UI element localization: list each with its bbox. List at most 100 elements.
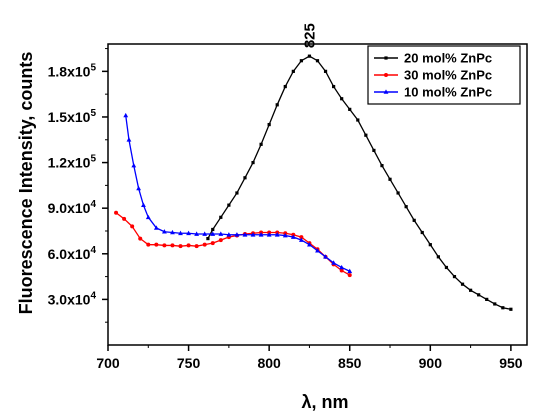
data-point xyxy=(412,218,416,222)
data-point xyxy=(347,273,352,278)
data-point xyxy=(258,232,264,237)
data-point xyxy=(218,238,223,243)
data-point xyxy=(468,288,473,292)
data-point xyxy=(477,293,481,297)
data-point xyxy=(194,231,200,236)
data-point xyxy=(162,229,167,234)
y-tick-mantissa: 1.8x10 xyxy=(48,63,91,79)
series-0 xyxy=(206,54,513,311)
data-point xyxy=(380,164,384,168)
data-point xyxy=(210,241,215,246)
data-point xyxy=(178,230,183,236)
y-tick-label: 3.0x104 xyxy=(48,290,97,307)
data-point xyxy=(315,59,320,63)
data-point xyxy=(170,243,175,248)
data-point xyxy=(145,214,151,220)
data-point xyxy=(298,237,304,242)
x-axis-title: λ, nm xyxy=(301,392,348,412)
y-tick-label: 9.0x104 xyxy=(48,199,97,216)
data-point xyxy=(323,69,328,73)
data-point xyxy=(211,227,215,232)
data-point xyxy=(114,210,119,215)
x-tick-label: 900 xyxy=(419,355,443,371)
data-point xyxy=(460,282,465,286)
data-point xyxy=(436,255,440,259)
data-point xyxy=(266,232,272,237)
series-layer xyxy=(114,54,513,311)
data-point xyxy=(202,242,207,247)
data-point xyxy=(384,56,388,60)
data-point xyxy=(493,302,497,306)
data-point xyxy=(315,248,320,253)
x-tick-label: 700 xyxy=(96,355,120,371)
x-tick-label: 750 xyxy=(177,355,201,371)
y-tick-mantissa: 1.2x10 xyxy=(48,155,91,171)
x-tick-label: 850 xyxy=(338,355,362,371)
y-tick-exponent: 4 xyxy=(90,245,96,256)
data-point xyxy=(323,254,328,259)
data-point xyxy=(282,232,288,238)
legend-entry: 10 mol% ZnPc xyxy=(374,85,492,100)
legend: 20 mol% ZnPc 30 mol% ZnPc 10 mol% ZnPc xyxy=(367,45,521,105)
data-point xyxy=(299,235,304,240)
data-point xyxy=(509,307,513,311)
legend-label: 10 mol% ZnPc xyxy=(404,85,492,100)
series-1 xyxy=(114,210,352,278)
data-point xyxy=(251,160,255,165)
data-point xyxy=(227,203,231,207)
data-point xyxy=(501,306,505,310)
legend-entry: 20 mol% ZnPc xyxy=(374,51,492,66)
x-tick-label: 800 xyxy=(257,355,281,371)
data-point xyxy=(356,118,360,122)
data-point xyxy=(396,191,400,195)
data-point xyxy=(267,122,271,127)
data-point xyxy=(444,265,449,270)
data-point xyxy=(340,97,344,101)
y-tick-label: 1.2x105 xyxy=(48,154,97,171)
data-point xyxy=(126,137,132,142)
y-tick-mantissa: 9.0x10 xyxy=(48,200,91,216)
legend-label: 20 mol% ZnPc xyxy=(404,51,492,66)
series-2 xyxy=(123,112,353,274)
data-point xyxy=(136,185,142,191)
data-point xyxy=(274,232,280,237)
data-point xyxy=(146,242,151,247)
y-tick-exponent: 5 xyxy=(90,62,96,73)
data-point xyxy=(138,236,143,241)
y-tick-mantissa: 3.0x10 xyxy=(48,291,91,307)
data-point xyxy=(452,274,457,279)
plot-frame xyxy=(107,43,528,346)
data-point xyxy=(259,142,263,146)
data-point xyxy=(122,216,127,221)
data-point xyxy=(331,260,337,265)
data-point xyxy=(348,107,352,111)
y-tick-label: 1.5x105 xyxy=(48,108,97,125)
data-point xyxy=(153,225,159,230)
y-tick-label: 6.0x104 xyxy=(48,245,97,262)
data-point xyxy=(242,232,248,237)
y-tick-mantissa: 1.5x10 xyxy=(48,109,91,125)
data-point xyxy=(178,244,183,249)
y-tick-exponent: 4 xyxy=(90,290,96,301)
data-point xyxy=(307,54,312,58)
data-point xyxy=(219,215,223,219)
y-tick-exponent: 5 xyxy=(90,154,96,165)
data-point xyxy=(141,202,146,207)
data-point xyxy=(226,232,232,237)
axis-ticks: 700 750 800 850 900 9503.0x1046.0x1049.0x1041… xyxy=(48,48,523,371)
data-point xyxy=(290,234,296,239)
data-point xyxy=(250,232,256,237)
y-tick-exponent: 4 xyxy=(90,199,96,210)
data-point xyxy=(428,243,432,247)
data-point xyxy=(202,231,208,236)
data-point xyxy=(364,133,368,137)
data-point xyxy=(154,242,159,247)
legend-label: 30 mol% ZnPc xyxy=(404,68,492,83)
data-point xyxy=(235,191,239,195)
data-point xyxy=(234,232,240,237)
y-axis-title: Fluorescence Intensity, counts xyxy=(16,52,36,315)
data-point xyxy=(131,163,137,168)
data-point xyxy=(307,242,312,247)
data-point xyxy=(283,84,287,89)
